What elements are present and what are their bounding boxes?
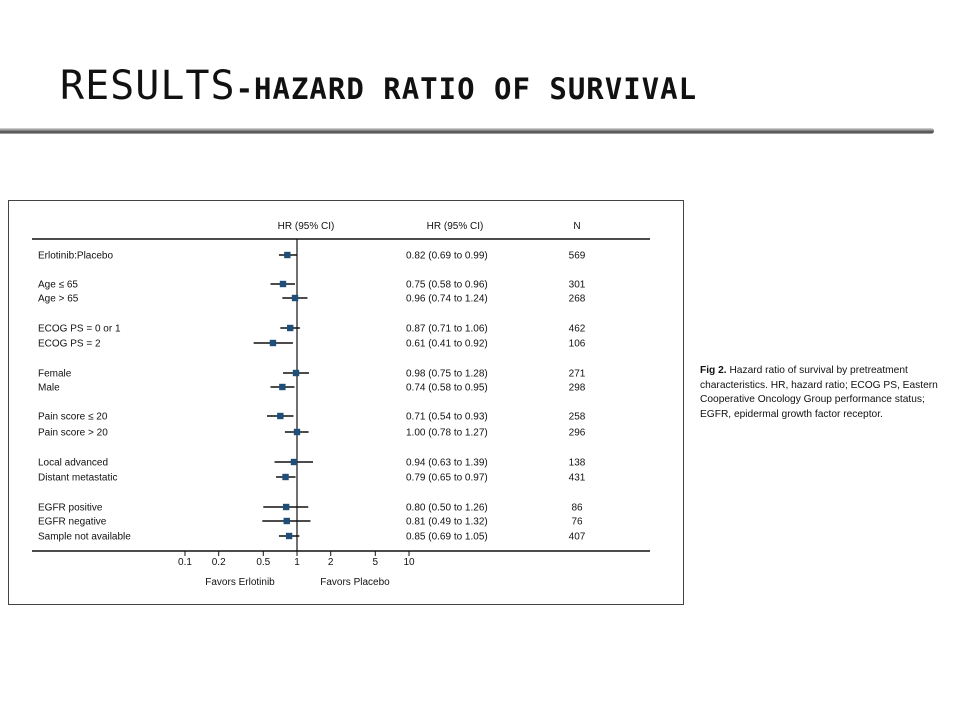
n-value: 301 xyxy=(569,280,586,291)
n-value: 296 xyxy=(569,428,586,439)
hr-marker xyxy=(283,517,290,525)
row-label: EGFR negative xyxy=(38,517,107,528)
row-label: Local advanced xyxy=(38,458,108,469)
hr-marker xyxy=(290,458,298,466)
ci-text: 0.71 (0.54 to 0.93) xyxy=(406,412,488,423)
hr-marker xyxy=(279,383,286,391)
hr-marker xyxy=(293,428,301,436)
slide-title: RESULTS-HAZARD RATIO OF SURVIVAL xyxy=(60,66,697,106)
ci-text: 0.94 (0.63 to 1.39) xyxy=(406,458,488,469)
ci-text: 0.82 (0.69 to 0.99) xyxy=(406,251,488,262)
x-tick-label: 0.5 xyxy=(256,557,270,568)
hr-marker xyxy=(287,324,294,332)
ci-text: 0.75 (0.58 to 0.96) xyxy=(406,280,488,291)
n-value: 86 xyxy=(571,503,583,514)
row-label: Age > 65 xyxy=(38,294,79,305)
hr-marker xyxy=(282,503,290,511)
hr-marker xyxy=(291,294,299,302)
caption-label: Fig 2. xyxy=(700,365,727,376)
x-tick-label: 0.1 xyxy=(178,557,192,568)
n-value: 407 xyxy=(569,532,586,543)
ci-text: 0.81 (0.49 to 1.32) xyxy=(406,517,488,528)
row-label: Erlotinib:Placebo xyxy=(38,251,113,262)
hr-marker xyxy=(277,412,284,420)
favors-right-label: Favors Placebo xyxy=(320,577,390,588)
x-tick-label: 5 xyxy=(373,557,379,568)
n-value: 138 xyxy=(569,458,586,469)
x-tick-label: 1 xyxy=(294,557,300,568)
slide-title-main: RESULTS xyxy=(60,63,236,109)
hr-marker xyxy=(282,473,289,481)
ci-text: 0.80 (0.50 to 1.26) xyxy=(406,503,488,514)
row-label: ECOG PS = 2 xyxy=(38,339,101,350)
ci-text: 0.79 (0.65 to 0.97) xyxy=(406,473,488,484)
ci-text: 1.00 (0.78 to 1.27) xyxy=(406,428,488,439)
n-value: 431 xyxy=(569,473,586,484)
row-label: Pain score > 20 xyxy=(38,428,108,439)
row-label: Female xyxy=(38,369,72,380)
n-value: 569 xyxy=(569,251,586,262)
x-tick-label: 2 xyxy=(328,557,334,568)
hr-marker xyxy=(269,339,277,347)
row-label: EGFR positive xyxy=(38,503,103,514)
ci-text: 0.85 (0.69 to 1.05) xyxy=(406,532,488,543)
ci-text: 0.61 (0.41 to 0.92) xyxy=(406,339,488,350)
row-label: ECOG PS = 0 or 1 xyxy=(38,324,121,335)
n-value: 462 xyxy=(569,324,586,335)
n-value: 298 xyxy=(569,383,586,394)
n-value: 76 xyxy=(571,517,583,528)
row-label: Male xyxy=(38,383,60,394)
ci-text: 0.98 (0.75 to 1.28) xyxy=(406,369,488,380)
row-label: Pain score ≤ 20 xyxy=(38,412,108,423)
header-ci: HR (95% CI) xyxy=(427,221,484,232)
hr-marker xyxy=(285,532,293,540)
figure-caption: Fig 2. Hazard ratio of survival by pretr… xyxy=(700,364,946,422)
hr-marker xyxy=(284,251,291,259)
row-label: Sample not available xyxy=(38,532,131,543)
ci-text: 0.74 (0.58 to 0.95) xyxy=(406,383,488,394)
header-n: N xyxy=(573,221,580,232)
row-label: Age ≤ 65 xyxy=(38,280,78,291)
slide-title-sub: -HAZARD RATIO OF SURVIVAL xyxy=(235,72,698,106)
n-value: 271 xyxy=(569,369,586,380)
n-value: 106 xyxy=(569,339,586,350)
x-tick-label: 10 xyxy=(403,557,415,568)
forest-plot-frame xyxy=(8,200,684,605)
n-value: 258 xyxy=(569,412,586,423)
row-label: Distant metastatic xyxy=(38,473,117,484)
ci-text: 0.87 (0.71 to 1.06) xyxy=(406,324,488,335)
x-tick-label: 0.2 xyxy=(212,557,226,568)
hr-marker xyxy=(279,280,287,288)
header-plot: HR (95% CI) xyxy=(278,221,335,232)
hr-marker xyxy=(292,369,300,377)
favors-left-label: Favors Erlotinib xyxy=(205,577,275,588)
ci-text: 0.96 (0.74 to 1.24) xyxy=(406,294,488,305)
n-value: 268 xyxy=(569,294,586,305)
caption-text: Hazard ratio of survival by pretreatment… xyxy=(700,365,938,420)
title-divider xyxy=(0,128,934,134)
